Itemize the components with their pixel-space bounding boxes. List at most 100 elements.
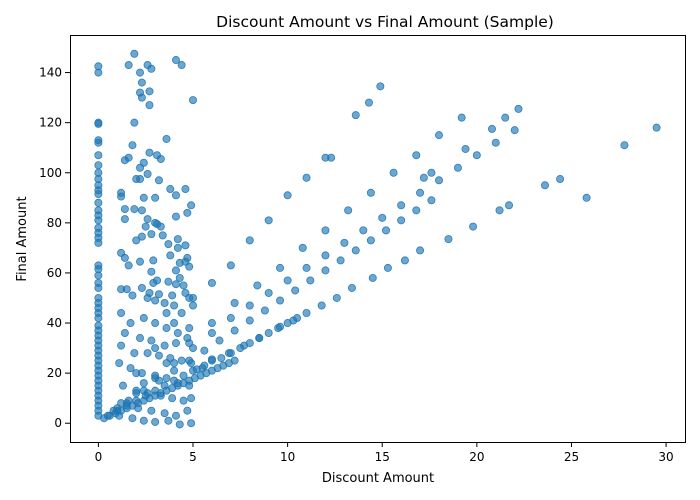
data-point xyxy=(160,381,169,390)
y-tick-label: 40 xyxy=(47,316,62,330)
data-point xyxy=(283,191,292,200)
data-point xyxy=(137,206,146,215)
data-point xyxy=(139,314,148,323)
data-point xyxy=(170,319,179,328)
data-point xyxy=(276,263,285,272)
data-point xyxy=(302,173,311,182)
data-point xyxy=(173,243,182,252)
y-tick-label: 60 xyxy=(47,266,62,280)
data-point xyxy=(175,273,184,282)
data-point xyxy=(151,417,160,426)
data-point xyxy=(302,263,311,272)
x-tick-label: 0 xyxy=(95,450,103,464)
data-point xyxy=(137,283,146,292)
data-point xyxy=(487,124,496,133)
data-point xyxy=(289,316,298,325)
data-point xyxy=(171,266,180,275)
data-point xyxy=(117,399,126,408)
data-point xyxy=(132,389,141,398)
data-point xyxy=(94,151,103,160)
data-point xyxy=(118,381,127,390)
data-point xyxy=(302,309,311,318)
data-point xyxy=(94,314,103,323)
data-point xyxy=(162,374,171,383)
data-point xyxy=(136,175,145,184)
data-point xyxy=(366,188,375,197)
data-point xyxy=(217,354,226,363)
data-point xyxy=(120,253,129,262)
data-point xyxy=(200,346,209,355)
y-tick-label: 140 xyxy=(39,66,62,80)
data-point xyxy=(207,355,216,364)
data-point xyxy=(321,266,330,275)
x-tick-label: 5 xyxy=(189,450,197,464)
data-point xyxy=(188,96,197,105)
data-point xyxy=(147,336,156,345)
data-point xyxy=(582,193,591,202)
data-point xyxy=(115,359,124,368)
data-point xyxy=(160,298,169,307)
data-point xyxy=(400,256,409,265)
data-point xyxy=(158,231,167,240)
data-point xyxy=(347,283,356,292)
data-point xyxy=(164,277,173,286)
y-tick-label: 20 xyxy=(47,366,62,380)
data-point xyxy=(94,238,103,247)
data-point xyxy=(188,293,197,302)
data-point xyxy=(164,416,173,425)
data-point xyxy=(179,396,188,405)
data-point xyxy=(188,301,197,310)
data-point xyxy=(147,230,156,239)
data-point xyxy=(139,416,148,425)
data-point xyxy=(427,168,436,177)
data-point xyxy=(94,161,103,170)
data-point xyxy=(397,201,406,210)
data-point xyxy=(166,185,175,194)
data-point xyxy=(94,271,103,280)
data-point xyxy=(340,238,349,247)
data-point xyxy=(162,309,171,318)
data-point xyxy=(368,273,377,282)
data-point xyxy=(151,374,160,383)
data-point xyxy=(416,246,425,255)
data-point xyxy=(166,251,175,260)
data-point xyxy=(120,156,129,165)
data-point xyxy=(416,188,425,197)
data-point xyxy=(147,406,156,415)
data-point xyxy=(351,246,360,255)
data-point xyxy=(412,206,421,215)
data-point xyxy=(264,288,273,297)
data-point xyxy=(151,319,160,328)
data-point xyxy=(147,64,156,73)
data-point xyxy=(170,376,179,385)
data-point xyxy=(389,168,398,177)
data-point xyxy=(327,153,336,162)
data-point xyxy=(171,212,180,221)
data-point xyxy=(94,283,103,292)
data-point xyxy=(344,206,353,215)
data-point xyxy=(173,329,182,338)
data-point xyxy=(94,138,103,147)
data-point xyxy=(495,206,504,215)
data-point xyxy=(245,316,254,325)
data-point xyxy=(171,191,180,200)
data-point xyxy=(137,232,146,241)
data-point xyxy=(162,359,171,368)
data-point xyxy=(139,193,148,202)
data-point xyxy=(139,386,148,395)
y-tick-label: 120 xyxy=(39,116,62,130)
data-point xyxy=(226,261,235,270)
data-point xyxy=(160,341,169,350)
plot-frame xyxy=(70,35,686,443)
data-point xyxy=(283,276,292,285)
data-point xyxy=(376,82,385,91)
data-point xyxy=(145,148,154,157)
data-point xyxy=(207,319,216,328)
data-point xyxy=(183,208,192,217)
data-point xyxy=(120,329,129,338)
data-point xyxy=(245,301,254,310)
x-axis-label: Discount Amount xyxy=(322,471,434,486)
data-point xyxy=(145,87,154,96)
data-point xyxy=(419,173,428,182)
data-point xyxy=(434,131,443,140)
